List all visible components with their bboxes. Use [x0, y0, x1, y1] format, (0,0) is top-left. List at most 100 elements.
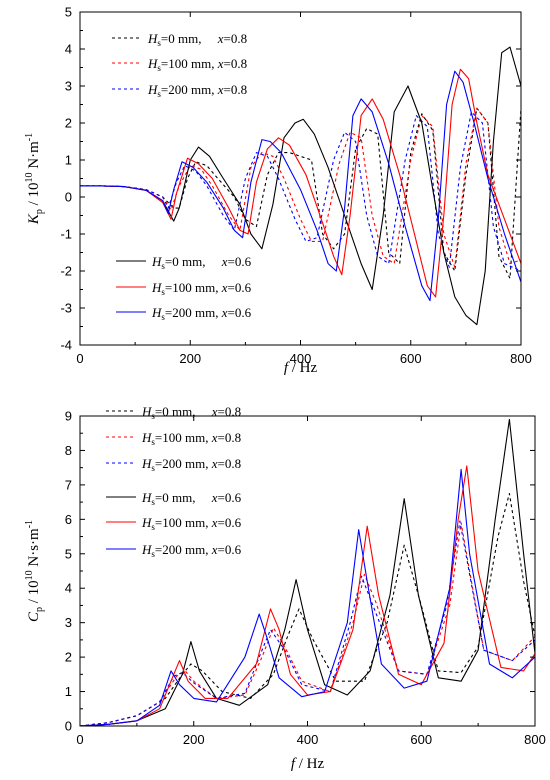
y-axis-label-unit: / 10 [26, 580, 42, 607]
legend-entry-bot-1: Hs=100 mm, x=0.6 [106, 515, 242, 532]
legend-label-bot-2: Hs=200 mm, x=0.6 [151, 305, 252, 322]
legend-subscript-s: s [151, 437, 155, 447]
x-tick-label-3: 600 [410, 732, 432, 747]
y-tick-label-4: 4 [65, 581, 72, 596]
legend-depth: =100 mm, [161, 56, 218, 71]
series-line-2 [80, 111, 521, 272]
legend-label-top-1: Hs=100 mm, x=0.8 [141, 430, 241, 447]
y-axis-label-rest-exponent: -1 [24, 133, 35, 141]
x-tick-label-0: 0 [76, 351, 83, 366]
legend-value: =0.8 [218, 430, 242, 445]
series-line-1 [80, 107, 521, 268]
y-axis-label-rest-exponent: -1 [24, 520, 35, 528]
legend-value: =0.6 [228, 280, 252, 295]
legend-subscript-s: s [151, 411, 155, 421]
y-axis-label-rest: N·m [26, 141, 42, 173]
legend-symbol-h: H [151, 280, 162, 295]
y-axis-label-symbol: K [26, 213, 42, 225]
legend-symbol-h: H [147, 82, 158, 97]
series-line-1 [80, 522, 535, 726]
legend-entry-bot-2: Hs=200 mm, x=0.6 [106, 542, 242, 559]
y-axis-label-unit: / 10 [26, 182, 42, 209]
legend-symbol-h: H [147, 56, 158, 71]
legend-value: =0.8 [218, 404, 242, 419]
x-tick-label-3: 600 [400, 351, 422, 366]
legend-depth: =200 mm, [155, 456, 212, 471]
y-tick-label-8: 4 [65, 42, 72, 57]
legend-subscript-s: s [151, 463, 155, 473]
x-tick-label-2: 400 [297, 732, 319, 747]
y-axis-label: Cp / 1010 N·s·m-1 [24, 520, 45, 622]
legend-symbol-h: H [141, 404, 152, 419]
series-line-3 [80, 46, 521, 326]
legend-subscript-s: s [151, 522, 155, 532]
legend-subscript-s: s [161, 287, 165, 297]
y-tick-label-9: 9 [65, 409, 72, 424]
x-axis-label-symbol: f [291, 756, 297, 772]
legend-value: =0.8 [224, 56, 248, 71]
legend-label-top-1: Hs=100 mm, x=0.8 [147, 56, 247, 73]
chart-damping: 0 200 400 600 800 0 1 2 3 4 5 6 7 8 9 f / Hz Cp / 1010 N… [24, 404, 546, 772]
legend-depth: =100 mm, [155, 515, 212, 530]
legend-subscript-s: s [151, 549, 155, 559]
legend-value: =0.6 [228, 254, 252, 269]
legend-entry-top-0: Hs=0 mm, x=0.8 [112, 31, 247, 48]
y-tick-label-1: -3 [60, 301, 72, 316]
series-line-3 [80, 418, 535, 726]
legend-depth: =0 mm, [165, 254, 222, 269]
y-tick-label-5: 1 [65, 153, 72, 168]
y-axis-label-symbol: C [26, 611, 42, 622]
legend-symbol-x: x [217, 31, 224, 46]
y-tick-label-6: 6 [65, 512, 72, 527]
legend-value: =0.6 [228, 305, 252, 320]
legend-subscript-s: s [161, 261, 165, 271]
y-axis-label: Kp / 1010 N·m-1 [24, 133, 45, 225]
legend-entry-top-1: Hs=100 mm, x=0.8 [106, 430, 241, 447]
legend-symbol-x: x [221, 305, 228, 320]
legend-symbol-x: x [221, 280, 228, 295]
legend-value: =0.8 [218, 456, 242, 471]
legend-depth: =100 mm, [165, 280, 222, 295]
y-tick-label-8: 8 [65, 443, 72, 458]
y-axis-label-subscript: p [34, 607, 45, 612]
legend-entry-top-1: Hs=100 mm, x=0.8 [112, 56, 247, 73]
legend-symbol-h: H [151, 305, 162, 320]
legend-symbol-x: x [211, 456, 218, 471]
legend-depth: =100 mm, [155, 430, 212, 445]
legend-subscript-s: s [157, 63, 161, 73]
y-tick-label-7: 7 [65, 477, 72, 492]
legend-value: =0.8 [224, 82, 248, 97]
legend-symbol-x: x [221, 254, 228, 269]
y-axis-label-rest: N·s·m [26, 528, 42, 570]
legend-symbol-x: x [211, 490, 218, 505]
legend-symbol-h: H [147, 31, 158, 46]
y-axis-label-exponent: 10 [24, 172, 35, 182]
legend-depth: =0 mm, [155, 490, 212, 505]
x-tick-label-0: 0 [76, 732, 83, 747]
legend-label-top-2: Hs=200 mm, x=0.8 [141, 456, 241, 473]
legend-subscript-s: s [157, 38, 161, 48]
x-tick-label-1: 200 [179, 351, 201, 366]
legend-entry-top-2: Hs=200 mm, x=0.8 [106, 456, 241, 473]
legend-label-bot-0: Hs=0 mm, x=0.6 [151, 254, 252, 271]
legend-symbol-x: x [211, 404, 218, 419]
legend-symbol-h: H [141, 456, 152, 471]
legend-subscript-s: s [161, 312, 165, 322]
y-tick-label-0: 0 [65, 719, 72, 734]
x-tick-label-2: 400 [290, 351, 312, 366]
series-line-5 [80, 468, 535, 726]
x-axis-label: f / Hz [284, 360, 318, 376]
legend-symbol-h: H [141, 490, 152, 505]
legend-depth: =200 mm, [155, 542, 212, 557]
legend-symbol-h: H [141, 515, 152, 530]
legend-label-bot-1: Hs=100 mm, x=0.6 [151, 280, 252, 297]
series-group [80, 418, 535, 726]
x-tick-label-1: 200 [183, 732, 205, 747]
legend-symbol-h: H [141, 542, 152, 557]
y-tick-label-2: 2 [65, 650, 72, 665]
x-axis-label-unit: / Hz [295, 756, 325, 772]
legend-symbol-x: x [217, 82, 224, 97]
legend-entry-bot-1: Hs=100 mm, x=0.6 [116, 280, 252, 297]
legend-value: =0.6 [218, 490, 242, 505]
